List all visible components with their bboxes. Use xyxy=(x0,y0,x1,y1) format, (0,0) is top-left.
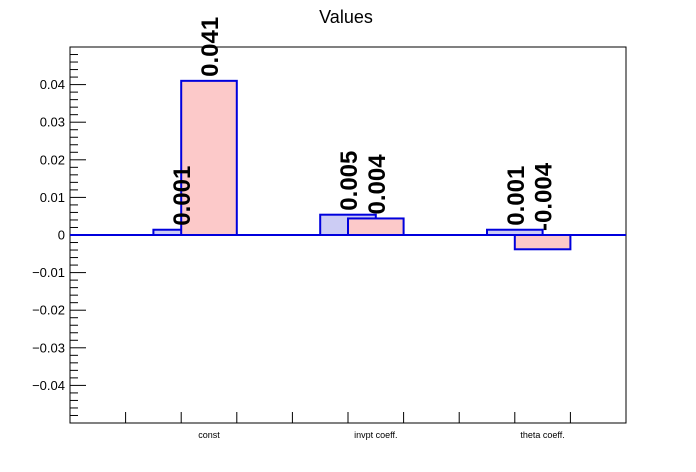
bar-const-s2 xyxy=(180,79,238,236)
y-tick-label: 0.02 xyxy=(40,152,65,167)
y-tick-label: −0.03 xyxy=(32,340,65,355)
data-label: 0.001 xyxy=(503,166,530,226)
data-label: 0.005 xyxy=(336,151,363,211)
bar-theta-coeff--s2 xyxy=(513,234,572,251)
x-category-label: const xyxy=(198,430,220,440)
bars xyxy=(152,79,572,251)
data-label: -0.004 xyxy=(531,162,558,231)
y-tick-label: −0.04 xyxy=(32,378,65,393)
y-tick-label: −0.01 xyxy=(32,265,65,280)
y-tick-label: 0.01 xyxy=(40,190,65,205)
data-label: 0.004 xyxy=(364,154,391,215)
y-tick-label: 0 xyxy=(58,228,65,243)
y-tick-label: −0.02 xyxy=(32,303,65,318)
y-tick-label: 0.04 xyxy=(40,77,65,92)
x-category-label: theta coeff. xyxy=(520,430,564,440)
x-axis: const invpt coeff. theta coeff. xyxy=(125,412,627,440)
data-label: 0.001 xyxy=(169,166,196,226)
y-tick-label: 0.03 xyxy=(40,115,65,130)
bar-invpt-coeff--s2 xyxy=(347,217,405,236)
chart-title: Values xyxy=(319,7,373,27)
y-axis: −0.04 −0.03 −0.02 −0.01 0 0.01 0.02 0.03 0.04 xyxy=(32,54,86,416)
x-category-label: invpt coeff. xyxy=(354,430,397,440)
data-label: 0.041 xyxy=(197,17,224,77)
